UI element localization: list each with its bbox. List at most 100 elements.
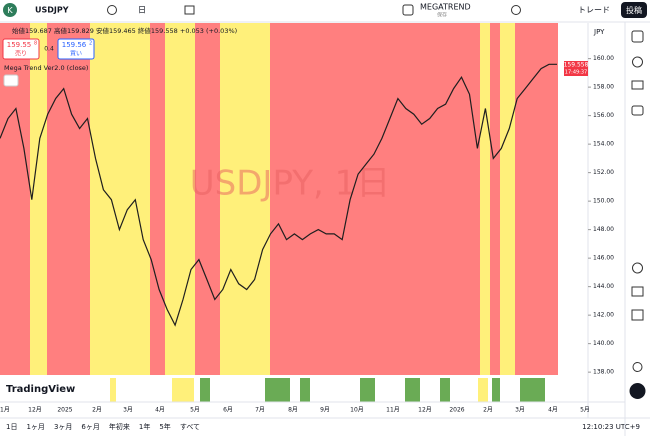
x-tick-label: 3月 [123,407,133,414]
interval[interactable]: 日 [138,6,146,15]
band-yellow [500,23,515,375]
signal-bars [110,378,545,402]
band-red [150,23,165,375]
sell-pip: 8 [34,41,37,47]
signal-bar [300,378,310,402]
trade-button[interactable]: トレード [578,6,610,15]
clock: 12:10:23 UTC+9 [582,423,640,431]
buy-button[interactable] [57,38,95,60]
future-area [558,23,588,375]
y-tick-label: 138.00 [593,369,614,376]
price-line [0,63,557,327]
y-tick-label: 158.00 [593,84,614,91]
layout-icon[interactable] [402,4,414,16]
signal-bar [478,378,488,402]
y-tick-label: 152.00 [593,169,614,176]
ohlc: 始値159.687 高値159.829 安値159.465 終値159.558 … [12,26,237,35]
signal-bar [405,378,420,402]
signal-bar [200,378,210,402]
band-red [490,23,500,375]
y-tick-label: 156.00 [593,112,614,119]
x-tick-label: 11月 [386,407,400,414]
post-button[interactable] [621,2,647,18]
layout-status: 保存 [437,12,447,19]
last-price: 159.558 [564,62,589,69]
brand-logo: TradingView [6,384,75,395]
spread: 0.4 [44,46,54,53]
range-button[interactable]: 1年 [139,422,150,431]
x-tick-label: 4月 [548,407,558,414]
y-tick-label: 154.00 [593,141,614,148]
notify-icon[interactable] [632,362,643,372]
y-tick-label: 160.00 [593,55,614,62]
buy-label: 買い [70,51,82,58]
y-tick-label: 148.00 [593,226,614,233]
band-yellow [30,23,47,375]
price-axis [588,23,625,402]
x-tick-label: 12月 [418,407,432,414]
x-tick-label: 9月 [320,407,330,414]
indicator-label: Mega Trend Ver2.0 (close) [4,64,88,72]
sell-button[interactable] [2,38,40,60]
signal-bar [360,378,375,402]
band-red [270,23,480,375]
y-tick-label: 146.00 [593,255,614,262]
symbol[interactable]: USDJPY [35,6,69,15]
x-tick-label: 2月 [92,407,102,414]
range-button[interactable]: 年初来 [109,422,130,431]
target-icon[interactable] [632,262,643,274]
watchlist-icon[interactable] [631,30,644,43]
watermark: USDJPY, 1日 [190,164,390,204]
countdown: 17:49:37 [565,70,587,76]
add-icon[interactable] [107,5,117,15]
search-icon[interactable] [511,5,521,15]
chat-icon[interactable] [631,105,644,116]
range-button[interactable]: 3ヶ月 [54,423,72,431]
collapse-button[interactable] [3,74,19,87]
x-tick-label: 8月 [288,407,298,414]
idea-icon[interactable] [631,286,644,297]
last-price-tag [564,61,588,76]
band-yellow [90,23,150,375]
open: 始値159.687 [12,26,52,35]
band-red [47,23,90,375]
x-tick-label: 2026 [449,407,464,414]
buy-price: 159.56 [62,41,87,49]
signal-pane [0,376,588,402]
layers-icon[interactable] [631,80,644,90]
sidebar-icons [631,30,644,372]
avatar[interactable] [3,3,17,17]
alert-icon[interactable] [632,56,643,68]
signal-bar [492,378,500,402]
x-tick-label: 11月 [0,407,10,414]
high: 高値159.829 [54,26,94,35]
x-tick-label: 7月 [255,407,265,414]
layout-name[interactable]: MEGATREND [420,3,471,12]
range-button[interactable]: 1ヶ月 [26,423,44,431]
toolbar [0,0,650,22]
x-tick-label: 3月 [515,407,525,414]
signal-bar [265,378,290,402]
x-tick-label: 12月 [28,407,42,414]
menu-button[interactable] [629,383,646,399]
range-button[interactable]: 1日 [6,423,17,431]
calendar-icon[interactable] [631,309,644,321]
post-label: 投稿 [626,5,642,15]
x-tick-label: 5月 [580,407,590,414]
band-yellow [220,23,270,375]
x-tick-label: 5月 [190,407,200,414]
y-tick-label: 144.00 [593,283,614,290]
signal-bar [440,378,450,402]
signal-bar [520,378,545,402]
sell-label: 売り [15,50,27,58]
band-red [195,23,220,375]
range-button[interactable]: 6ヶ月 [81,423,99,431]
chart-type-icon[interactable] [184,5,195,15]
low: 安値159.465 [96,26,136,35]
range-button[interactable]: すべて [180,423,200,431]
range-button[interactable]: 5年 [159,422,170,431]
x-tick-label: 4月 [155,407,165,414]
y-tick-label: 142.00 [593,312,614,319]
